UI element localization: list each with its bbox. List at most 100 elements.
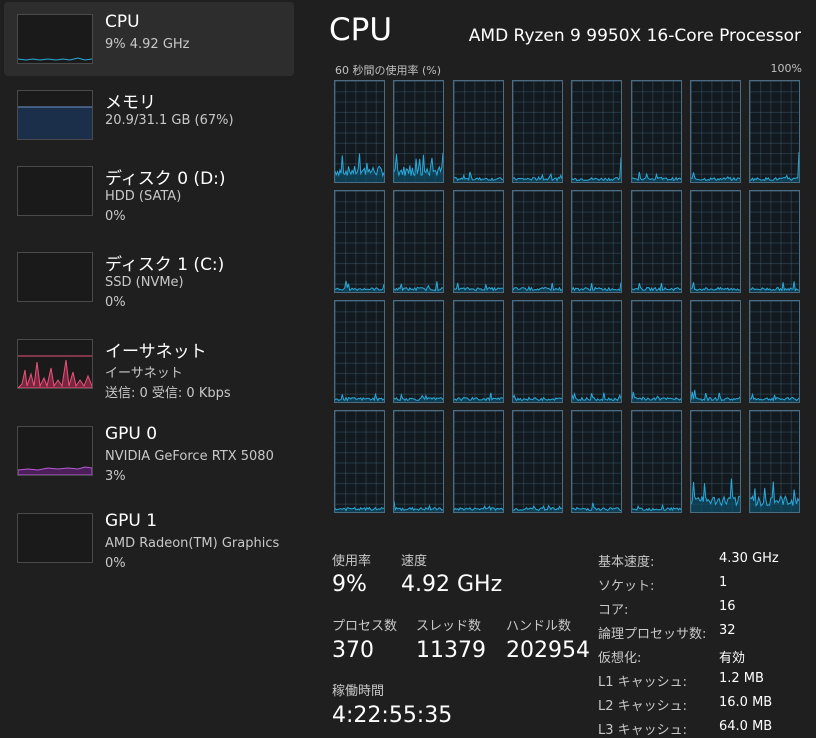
memory-thumbnail-graph [17,90,93,140]
core-usage-line [512,394,562,402]
gpu0-thumbnail-graph [17,426,93,476]
core-usage-line [572,157,622,182]
core-usage-area [572,502,622,512]
spec-value: 16 [719,599,736,614]
sidebar-item-subtitle: SSD (NVMe) [105,275,184,290]
core-usage-line [335,280,384,292]
processor-name: AMD Ryzen 9 9950X 16-Core Processor [468,26,801,46]
core-graph [571,410,623,513]
sidebar-item-subtitle: HDD (SATA) [105,189,182,204]
usage-graph-label: 60 秒間の使用率 (%) [335,64,442,77]
core-usage-line [690,282,740,292]
core-usage-line [394,501,444,512]
spec-key: コア: [598,603,629,618]
threads-label: スレッド数 [416,619,482,634]
core-usage-line [690,172,740,182]
sidebar-item-subtitle: NVIDIA GeForce RTX 5080 [105,449,274,464]
core-usage-area [394,281,444,292]
core-usage-area [631,172,681,182]
spec-key: L3 キャッシュ: [598,723,688,738]
sidebar-item-memory[interactable]: メモリ 20.9/31.1 GB (67%) [4,78,294,152]
core-usage-line [394,392,444,402]
core-usage-line [631,503,681,512]
handles-value: 202954 [506,638,590,663]
sidebar-item-disk1[interactable]: ディスク 1 (C:) SSD (NVMe) 0% [4,240,294,314]
spec-key: 論理プロセッサ数: [598,627,707,642]
sidebar-item-ethernet[interactable]: イーサネット イーサネット 送信: 0 受信: 0 Kbps [4,327,294,401]
core-usage-line [750,392,800,402]
spec-key: ソケット: [598,579,655,594]
core-graph [334,80,385,183]
core-usage-area [690,478,740,512]
core-graph [334,300,385,403]
spec-key: L1 キャッシュ: [598,675,688,690]
spec-value: 有効 [719,651,746,666]
core-usage-line [512,172,562,182]
sidebar-item-disk0[interactable]: ディスク 0 (D:) HDD (SATA) 0% [4,154,294,228]
core-usage-area [394,394,444,402]
core-graph [452,410,504,513]
core-usage-line [335,392,384,402]
core-graph [334,410,385,513]
core-usage-line [453,171,503,182]
core-graph [689,300,741,403]
usage-max-label: 100% [770,62,802,75]
core-graph [749,190,801,293]
core-usage-line [631,171,681,182]
core-graph [689,410,741,513]
core-usage-area [750,281,800,292]
core-usage-line [512,282,562,292]
core-usage-area [750,481,800,512]
core-graph [393,410,445,513]
sidebar-item-subtitle: イーサネット [105,366,183,381]
core-usage-area [335,394,384,402]
disk1-thumbnail-graph [17,252,93,302]
sidebar-item-title: GPU 1 [105,511,158,531]
sidebar-item-gpu0[interactable]: GPU 0 NVIDIA GeForce RTX 5080 3% [4,414,294,488]
core-usage-line [750,151,800,182]
core-usage-area [512,282,562,292]
sidebar-item-value: 送信: 0 受信: 0 Kbps [105,386,231,401]
core-usage-area [335,153,384,182]
core-usage-line [750,481,800,508]
logical-processor-graphs[interactable] [334,80,804,516]
core-graph [630,410,682,513]
core-graph [511,300,563,403]
core-graph [749,300,801,403]
sidebar-item-subtitle: 9% 4.92 GHz [105,37,190,52]
core-usage-line [335,506,384,512]
core-graph [689,190,741,293]
core-graph [393,80,445,183]
sidebar-item-gpu1[interactable]: GPU 1 AMD Radeon(TM) Graphics 0% [4,501,294,575]
core-usage-line [572,282,622,292]
core-usage-line [394,281,444,292]
sidebar-item-title: GPU 0 [105,424,158,444]
resource-sidebar: CPU 9% 4.92 GHz メモリ 20.9/31.1 GB (67%) デ… [0,0,300,736]
core-usage-line [512,504,562,512]
spec-value: 32 [719,623,736,638]
core-usage-area [512,174,562,182]
sidebar-item-value: 0% [105,295,126,310]
core-usage-line [750,281,800,292]
spec-value: 64.0 MB [719,719,773,734]
sidebar-item-title: CPU [105,12,140,32]
sidebar-item-value: 3% [105,469,126,484]
core-usage-line [572,391,622,402]
sidebar-item-cpu[interactable]: CPU 9% 4.92 GHz [4,2,294,76]
core-usage-line [631,391,681,401]
page-title: CPU [329,12,393,48]
core-usage-line [453,392,503,402]
cpu-performance-panel: CPU AMD Ryzen 9 9950X 16-Core Processor … [300,0,816,738]
threads-value: 11379 [416,638,486,663]
core-graph [571,300,623,403]
core-graph [393,190,445,293]
sidebar-item-value: 0% [105,209,126,224]
core-usage-area [572,282,622,292]
disk0-thumbnail-graph [17,166,93,216]
cpu-thumbnail-graph [17,14,93,64]
spec-value: 4.30 GHz [719,551,779,566]
core-usage-line [453,282,503,292]
sidebar-item-title: ディスク 1 (C:) [105,255,225,275]
core-usage-area [394,152,444,182]
speed-value: 4.92 GHz [401,572,503,597]
